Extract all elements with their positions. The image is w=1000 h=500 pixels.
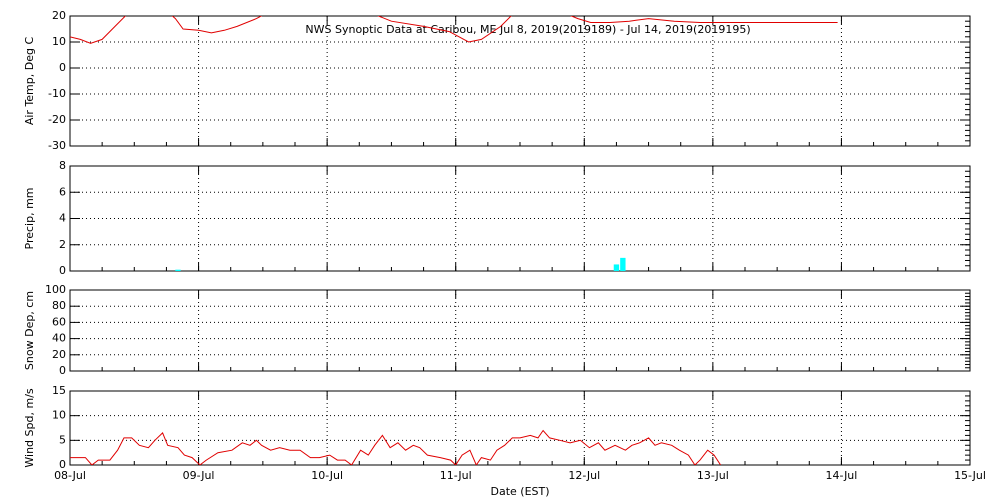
plot-frame [69,15,971,147]
x-tick-label: 10-Jul [311,469,343,482]
plot-frame [69,289,971,372]
y-tick-label: 100 [45,283,66,296]
y-axis-label: Snow Dep, cm [23,291,36,370]
y-tick-label: 10 [52,35,66,48]
bar [613,264,620,271]
x-tick-label: 12-Jul [568,469,600,482]
chart-title: NWS Synoptic Data at Caribou, ME Jul 8, … [305,23,750,36]
x-axis-label: Date (EST) [490,485,549,498]
y-tick-label: -10 [48,87,66,100]
bar [620,257,626,271]
y-tick-label: 0 [59,458,66,471]
y-axis-label: Wind Spd, m/s [23,388,36,468]
y-tick-label: 80 [52,299,66,312]
data-line [70,16,838,44]
y-tick-label: 10 [52,409,66,422]
y-tick-label: 15 [52,384,66,397]
data-line [70,429,722,465]
x-tick-label: 14-Jul [825,469,857,482]
y-tick-label: 0 [59,364,66,377]
y-tick-label: 5 [59,433,66,446]
x-tick-label: 08-Jul [54,469,86,482]
y-tick-label: 20 [52,348,66,361]
y-tick-label: 8 [59,159,66,172]
y-tick-label: 60 [52,315,66,328]
plot-frame [69,165,971,272]
x-tick-label: 09-Jul [183,469,215,482]
x-tick-label: 13-Jul [697,469,729,482]
y-tick-label: 20 [52,9,66,22]
y-tick-label: 2 [59,238,66,251]
y-tick-label: 0 [59,61,66,74]
plot-frame [69,390,971,466]
y-tick-label: 6 [59,185,66,198]
bar [175,269,181,271]
y-axis-label: Precip, mm [23,188,36,250]
x-tick-label: 15-Jul [954,469,986,482]
x-tick-label: 11-Jul [440,469,472,482]
y-tick-label: -20 [48,113,66,126]
y-tick-label: 0 [59,264,66,277]
y-axis-label: Air Temp, Deg C [23,37,36,126]
y-tick-label: 40 [52,332,66,345]
y-tick-label: 4 [59,212,66,225]
y-tick-label: -30 [48,139,66,152]
